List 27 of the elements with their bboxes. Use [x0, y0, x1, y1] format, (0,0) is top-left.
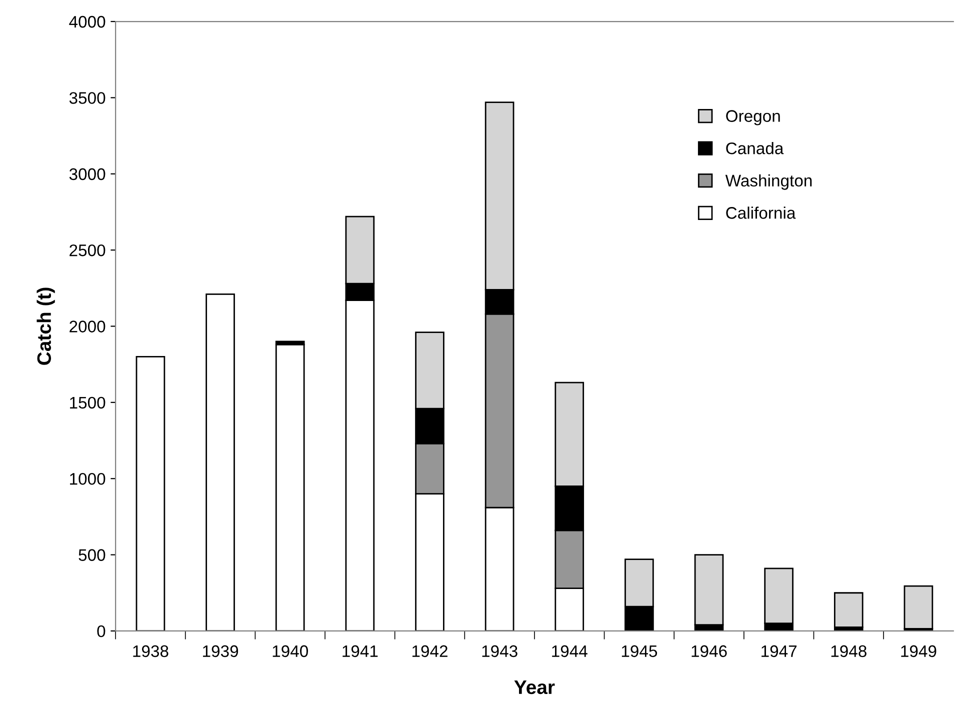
- legend-label: California: [726, 206, 796, 219]
- y-tick-label: 1500: [70, 396, 106, 409]
- x-axis-title: Year: [514, 680, 555, 694]
- y-tick-label: 500: [78, 549, 106, 561]
- y-tick-label: 1000: [70, 473, 106, 485]
- y-tick-label: 3500: [69, 92, 106, 104]
- y-axis-title: Catch (t): [36, 288, 55, 365]
- x-tick-label: 1944: [552, 645, 588, 658]
- x-tick-label: 1940: [272, 645, 308, 658]
- x-tick-label: 1939: [203, 645, 238, 658]
- legend-label: Oregon: [726, 110, 780, 126]
- y-tick-label: 0: [97, 625, 106, 638]
- x-tick-label: 1945: [622, 645, 658, 658]
- x-tick-label: 1938: [133, 645, 168, 658]
- y-tick-label: 2500: [70, 244, 106, 256]
- y-tick-label: 2000: [70, 320, 106, 332]
- x-tick-label: 1946: [692, 645, 727, 658]
- legend-label: Washington: [725, 174, 812, 190]
- x-tick-label: 1948: [831, 645, 866, 658]
- legend-label: Canada: [726, 142, 784, 154]
- x-tick-label: 1941: [342, 645, 378, 658]
- x-tick-label: 1949: [901, 645, 936, 658]
- x-tick-label: 1943: [482, 645, 518, 658]
- y-tick-label: 4000: [69, 16, 106, 28]
- y-tick-label: 3000: [69, 168, 106, 180]
- x-tick-label: 1942: [412, 645, 448, 658]
- x-tick-label: 1947: [762, 645, 797, 658]
